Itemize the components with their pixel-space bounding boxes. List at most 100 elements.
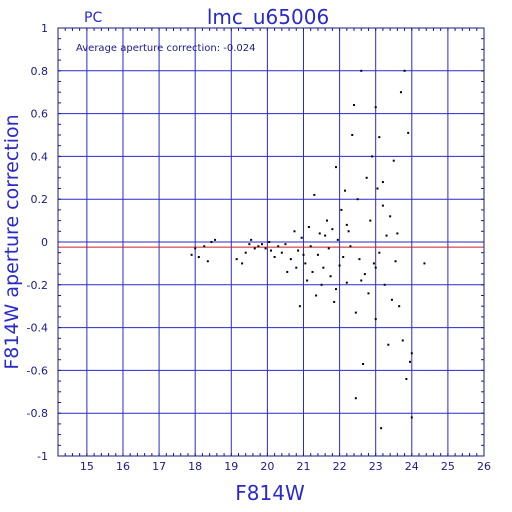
data-point (315, 294, 318, 297)
x-axis-label: F814W (235, 481, 305, 505)
data-point (244, 251, 247, 254)
data-point (363, 273, 366, 276)
x-tick-label: 22 (333, 460, 347, 473)
data-point (334, 288, 337, 291)
data-point (260, 243, 263, 246)
data-point (353, 104, 356, 107)
x-tick-label: 19 (224, 460, 238, 473)
y-tick-label: 0.4 (31, 150, 49, 163)
x-tick-label: 23 (369, 460, 383, 473)
data-point (329, 275, 332, 278)
data-point (313, 193, 316, 196)
data-point (371, 155, 374, 158)
data-point (300, 236, 303, 239)
data-point (383, 283, 386, 286)
data-point (374, 106, 377, 109)
data-point (360, 69, 363, 72)
data-points (190, 69, 426, 430)
data-point (345, 281, 348, 284)
data-point (403, 69, 406, 72)
data-point (241, 262, 244, 265)
data-point (197, 255, 200, 258)
y-tick-label: -1 (37, 450, 48, 463)
data-point (356, 198, 359, 201)
data-point (336, 238, 339, 241)
data-point (250, 238, 253, 241)
y-tick-label: 0.8 (31, 65, 49, 78)
data-point (392, 159, 395, 162)
data-point (327, 247, 330, 250)
data-point (378, 136, 381, 139)
y-axis-label: F814W aperture correction (1, 114, 23, 369)
data-point (381, 181, 384, 184)
data-point (203, 245, 206, 248)
y-tick-label: 0.6 (31, 108, 49, 121)
x-tick-label: 25 (441, 460, 455, 473)
data-point (351, 134, 354, 136)
data-point (365, 176, 368, 179)
data-point (345, 223, 348, 226)
data-point (302, 253, 305, 256)
average-annotation: Average aperture correction: -0.024 (76, 43, 256, 54)
data-point (374, 318, 377, 321)
data-point (277, 245, 280, 248)
data-point (235, 258, 238, 261)
data-point (398, 305, 401, 308)
y-tick-label: 0.2 (31, 193, 49, 206)
data-point (376, 187, 379, 190)
data-point (257, 245, 260, 248)
data-point (316, 253, 319, 256)
x-tick-label: 24 (405, 460, 419, 473)
data-point (248, 243, 251, 246)
data-point (340, 208, 343, 211)
data-point (385, 234, 388, 237)
x-tick-label: 26 (477, 460, 491, 473)
data-point (322, 266, 325, 269)
data-point (286, 270, 289, 273)
data-point (378, 251, 381, 254)
data-point (389, 215, 392, 218)
data-point (214, 238, 217, 241)
data-point (342, 255, 345, 258)
x-tick-label: 17 (152, 460, 166, 473)
data-point (407, 131, 410, 134)
data-point (372, 262, 375, 265)
data-point (334, 166, 337, 169)
data-point (293, 230, 296, 233)
data-point (320, 283, 323, 286)
data-point (360, 279, 363, 282)
data-point (354, 311, 357, 314)
x-tick-label: 15 (80, 460, 94, 473)
data-point (380, 427, 383, 430)
data-point (311, 270, 314, 273)
data-point (210, 241, 213, 243)
data-point (268, 241, 271, 243)
data-point (401, 339, 404, 342)
data-point (408, 360, 411, 363)
data-point (367, 292, 370, 295)
data-point (344, 189, 347, 192)
data-point (280, 251, 283, 254)
x-tick-label: 21 (296, 460, 310, 473)
data-point (295, 266, 298, 269)
data-point (306, 279, 309, 282)
data-point (396, 232, 399, 235)
data-point (318, 232, 321, 235)
data-point (423, 262, 426, 265)
data-point (284, 243, 287, 246)
chart-title: lmc_u65006 (207, 5, 329, 29)
x-tick-labels: 15 16 17 18 19 20 21 22 23 24 25 26 (80, 460, 491, 473)
y-tick-label: -0.2 (27, 279, 48, 292)
data-point (331, 228, 334, 231)
data-point (304, 262, 307, 265)
reference-lines (58, 241, 484, 248)
data-point (297, 249, 300, 252)
data-point (354, 397, 357, 400)
x-tick-label: 18 (188, 460, 202, 473)
data-point (333, 300, 336, 303)
tick-marks (58, 27, 485, 457)
y-tick-labels: -1 -0.8 -0.6 -0.4 -0.2 0 0.2 0.4 0.6 0.8 1 (27, 22, 48, 463)
x-tick-label: 20 (260, 460, 274, 473)
